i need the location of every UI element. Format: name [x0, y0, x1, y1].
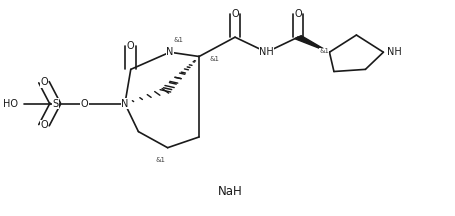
Text: O: O	[81, 99, 88, 109]
Text: &1: &1	[209, 56, 219, 62]
Text: NH: NH	[258, 47, 273, 57]
Polygon shape	[294, 36, 329, 52]
Text: &1: &1	[156, 157, 166, 162]
Text: NH: NH	[386, 47, 401, 57]
Text: S: S	[52, 99, 58, 109]
Text: &1: &1	[173, 37, 183, 43]
Text: O: O	[126, 41, 134, 51]
Text: O: O	[40, 77, 48, 87]
Text: O: O	[293, 9, 301, 19]
Text: O: O	[231, 9, 238, 19]
Text: &1: &1	[318, 48, 329, 54]
Text: NaH: NaH	[217, 185, 243, 198]
Text: N: N	[166, 47, 173, 57]
Text: HO: HO	[3, 99, 18, 109]
Text: N: N	[121, 99, 128, 109]
Text: O: O	[40, 120, 48, 130]
